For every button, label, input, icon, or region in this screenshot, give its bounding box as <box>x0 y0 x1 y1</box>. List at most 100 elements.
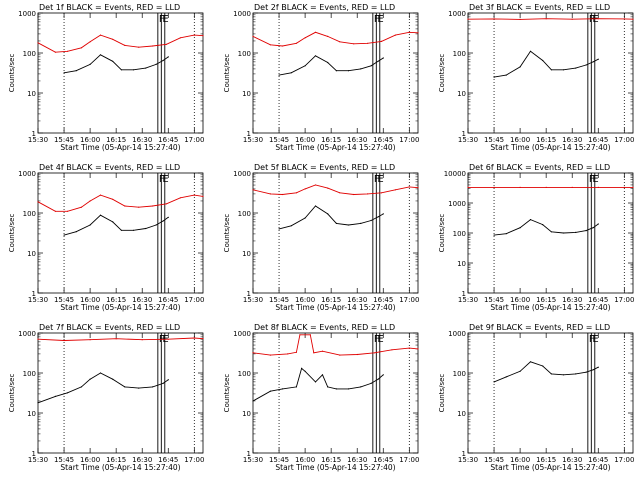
event-point <box>281 388 284 390</box>
y-tick-label: 1 <box>247 290 251 298</box>
lld-point <box>115 338 117 340</box>
event-point <box>295 386 297 388</box>
x-tick-label: 17:00 <box>184 296 204 304</box>
x-tick-label: 16:15 <box>536 456 556 464</box>
lld-point <box>295 351 297 353</box>
y-tick-label: 10 <box>27 410 36 418</box>
x-tick-label: 15:30 <box>28 296 48 304</box>
lld-point <box>367 193 369 195</box>
x-tick-label: 17:00 <box>399 456 419 464</box>
lld-point <box>367 42 369 44</box>
lld-point <box>408 347 410 349</box>
lld-point <box>80 206 82 208</box>
event-point <box>592 61 594 63</box>
lld-point <box>339 192 341 194</box>
event-point <box>112 221 114 223</box>
x-axis-label: Start Time (05-Apr-14 15:27:40) <box>60 303 180 312</box>
event-rate-line <box>279 55 384 76</box>
event-point <box>314 55 317 57</box>
interval-marker-label: F <box>589 174 595 185</box>
lld-point <box>287 353 289 355</box>
event-point <box>335 222 337 224</box>
event-point <box>562 69 565 71</box>
y-tick-label: 1 <box>462 450 466 458</box>
lld-point <box>202 195 204 197</box>
y-axis-label: Counts/sec <box>223 374 231 413</box>
event-point <box>370 219 372 222</box>
x-tick-label: 17:00 <box>614 456 634 464</box>
plot-frame <box>467 12 634 134</box>
lld-point <box>380 40 383 43</box>
y-axis-label: Counts/sec <box>438 374 446 413</box>
y-tick-label: 1 <box>462 130 466 138</box>
x-tick-label: 16:30 <box>562 296 582 304</box>
x-tick-label: 16:00 <box>295 136 315 144</box>
panel-title: Det 4f BLACK = Events, RED = LLD <box>39 163 180 172</box>
y-tick-label: 1 <box>32 130 36 138</box>
lld-point <box>66 210 69 212</box>
event-rate-line <box>64 54 169 74</box>
event-point <box>304 370 306 372</box>
lld-point <box>269 354 271 356</box>
y-tick-label: 10 <box>242 250 251 258</box>
lld-point <box>89 339 91 341</box>
x-tick-label: 16:30 <box>132 296 152 304</box>
y-axis-label: Counts/sec <box>8 374 16 413</box>
x-tick-label: 15:45 <box>484 136 504 144</box>
y-tick-label: 100 <box>238 370 251 378</box>
x-tick-label: 16:45 <box>373 136 393 144</box>
panel-title: Det 3f BLACK = Events, RED = LLD <box>469 3 610 12</box>
lld-point <box>623 186 625 188</box>
lld-point <box>99 194 102 196</box>
x-tick-label: 16:00 <box>80 136 100 144</box>
event-point <box>145 67 147 69</box>
lld-point <box>374 352 376 354</box>
lld-point <box>327 35 329 38</box>
lld-point <box>112 198 114 200</box>
x-tick-label: 16:00 <box>510 296 530 304</box>
event-point <box>377 60 379 62</box>
event-point <box>155 224 157 226</box>
event-point <box>99 54 102 56</box>
lld-rate-line <box>467 18 634 20</box>
lld-point <box>112 38 114 40</box>
lld-point <box>321 350 324 352</box>
y-tick-label: 1000 <box>448 200 466 208</box>
x-tick-label: 16:45 <box>588 456 608 464</box>
x-tick-label: 15:45 <box>484 296 504 304</box>
y-tick-label: 1 <box>32 450 36 458</box>
lld-point <box>269 193 271 195</box>
x-tick-label: 15:45 <box>269 456 289 464</box>
plot-frame <box>252 332 419 454</box>
event-point <box>347 224 350 226</box>
event-point <box>505 376 507 378</box>
y-tick-label: 10 <box>242 90 251 98</box>
event-point <box>314 381 317 383</box>
y-tick-label: 1 <box>462 290 466 298</box>
plot-frame <box>37 332 204 454</box>
event-point <box>304 217 306 219</box>
lld-point <box>417 187 419 189</box>
event-point <box>80 386 82 388</box>
event-point <box>377 216 379 218</box>
event-point <box>37 402 39 404</box>
lld-point <box>309 334 311 336</box>
interval-marker-label: F <box>374 334 380 345</box>
x-tick-label: 16:30 <box>347 456 367 464</box>
event-point <box>347 70 350 72</box>
panel-det-6: Det 6f BLACK = Events, RED = LLD 1 10 100 10… <box>438 163 634 312</box>
event-point <box>542 365 544 367</box>
event-point <box>112 60 114 62</box>
x-tick-label: 16:45 <box>588 296 608 304</box>
event-point <box>301 367 303 369</box>
event-point <box>290 225 292 227</box>
y-tick-label: 100 <box>453 230 466 238</box>
lld-point <box>467 18 469 20</box>
lld-point <box>314 31 317 33</box>
lld-point <box>80 47 82 49</box>
event-point <box>542 224 544 226</box>
y-tick-label: 1000 <box>233 170 251 178</box>
y-tick-label: 10 <box>457 260 466 268</box>
event-point <box>382 57 384 59</box>
lld-point <box>394 189 396 191</box>
